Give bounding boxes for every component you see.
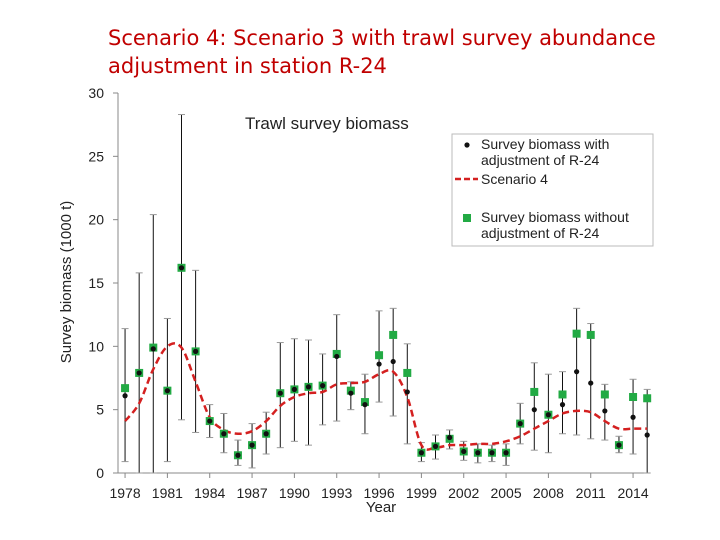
with-adjustment-point <box>207 418 213 424</box>
with-adjustment-point <box>249 442 255 448</box>
x-tick-label: 2002 <box>448 485 479 501</box>
y-axis-label: Survey biomass (1000 t) <box>58 201 75 364</box>
without-adjustment-point <box>558 390 567 399</box>
without-adjustment-point <box>586 330 595 339</box>
x-tick-label: 1990 <box>279 485 310 501</box>
with-adjustment-point <box>136 370 142 376</box>
x-tick-label: 2011 <box>576 485 606 501</box>
y-tick-label: 10 <box>88 338 104 354</box>
without-adjustment-point <box>389 330 398 339</box>
with-adjustment-point <box>362 402 368 408</box>
with-adjustment-point <box>164 388 170 394</box>
with-adjustment-point <box>475 450 481 456</box>
without-adjustment-point <box>121 384 130 393</box>
axes-frame <box>113 92 650 478</box>
without-adjustment-point <box>572 329 581 338</box>
with-adjustment-point <box>320 383 326 389</box>
legend-box <box>451 133 654 247</box>
with-adjustment-point <box>348 390 354 396</box>
with-adjustment-point <box>644 432 650 438</box>
x-tick-label: 2005 <box>490 485 521 501</box>
with-adjustment-point <box>291 386 297 392</box>
with-adjustment-point <box>432 443 439 449</box>
with-adjustment-point <box>559 402 566 408</box>
x-tick-label: 1981 <box>152 485 183 501</box>
with-adjustment-point <box>574 369 580 375</box>
y-tick-label: 5 <box>96 402 104 418</box>
x-tick-label: 2008 <box>533 485 564 501</box>
without-adjustment-point <box>600 390 609 399</box>
legend-label: Survey biomass with <box>481 136 609 152</box>
legend-dot-symbol <box>464 142 470 148</box>
without-adjustment-point <box>530 387 539 396</box>
error-bars <box>121 114 651 474</box>
with-adjustment-point <box>616 442 622 448</box>
x-tick-label: 1984 <box>194 485 225 501</box>
with-adjustment-point <box>588 380 594 386</box>
x-tick-label: 1999 <box>406 485 437 501</box>
with-adjustment-point <box>193 348 199 354</box>
with-adjustment-point <box>235 452 241 458</box>
x-tick-label: 1978 <box>109 485 140 501</box>
with-adjustment-point <box>122 393 128 399</box>
y-tick-label: 25 <box>88 148 104 164</box>
y-tick-label: 30 <box>88 85 104 101</box>
scenario-line-layer <box>124 342 648 451</box>
y-tick-label: 15 <box>88 275 104 291</box>
without-adjustment-layer <box>121 263 652 460</box>
with-adjustment-point <box>305 384 312 390</box>
x-tick-label: 1987 <box>236 485 267 501</box>
slide-title: Scenario 4: Scenario 3 with trawl survey… <box>108 26 656 78</box>
without-adjustment-point <box>375 351 384 360</box>
with-adjustment-point <box>221 431 227 437</box>
with-adjustment-point <box>418 450 424 456</box>
tick-labels: 0 5 10 15 20 25 30 1978 1981 1984 1987 1990 1993 1996… <box>88 85 648 501</box>
with-adjustment-point <box>517 421 523 427</box>
without-adjustment-point <box>403 368 412 377</box>
y-tick-label: 20 <box>88 212 104 228</box>
chart-title: Trawl survey biomass <box>245 114 409 133</box>
legend-label: adjustment of R-24 <box>481 225 599 241</box>
with-adjustment-point <box>503 450 509 456</box>
with-adjustment-point <box>489 450 495 456</box>
without-adjustment-point <box>643 394 652 403</box>
with-adjustment-point <box>404 389 410 395</box>
with-adjustment-point <box>602 408 608 414</box>
with-adjustment-point <box>263 431 269 437</box>
legend-square-symbol <box>463 214 471 222</box>
with-adjustment-point <box>531 407 537 413</box>
legend-label: Survey biomass without <box>481 209 629 225</box>
with-adjustment-point <box>376 361 382 367</box>
with-adjustment-point <box>277 390 283 396</box>
with-adjustment-point <box>461 448 467 455</box>
with-adjustment-point <box>630 414 636 420</box>
with-adjustment-point <box>150 346 156 352</box>
with-adjustment-layer <box>122 265 650 458</box>
legend-label: adjustment of R-24 <box>481 152 599 168</box>
x-axis-label: Year <box>366 499 396 516</box>
x-tick-label: 1996 <box>363 485 394 501</box>
with-adjustment-point <box>390 358 396 365</box>
x-tick-label: 1993 <box>321 485 352 501</box>
without-adjustment-point <box>629 393 638 401</box>
scenario-4-line <box>124 342 648 451</box>
with-adjustment-point <box>545 412 551 418</box>
with-adjustment-point <box>447 434 453 441</box>
x-tick-label: 2014 <box>617 485 648 501</box>
y-tick-label: 0 <box>96 465 104 481</box>
with-adjustment-point <box>334 353 340 360</box>
legend-label: Scenario 4 <box>481 171 548 187</box>
with-adjustment-point <box>178 265 185 271</box>
